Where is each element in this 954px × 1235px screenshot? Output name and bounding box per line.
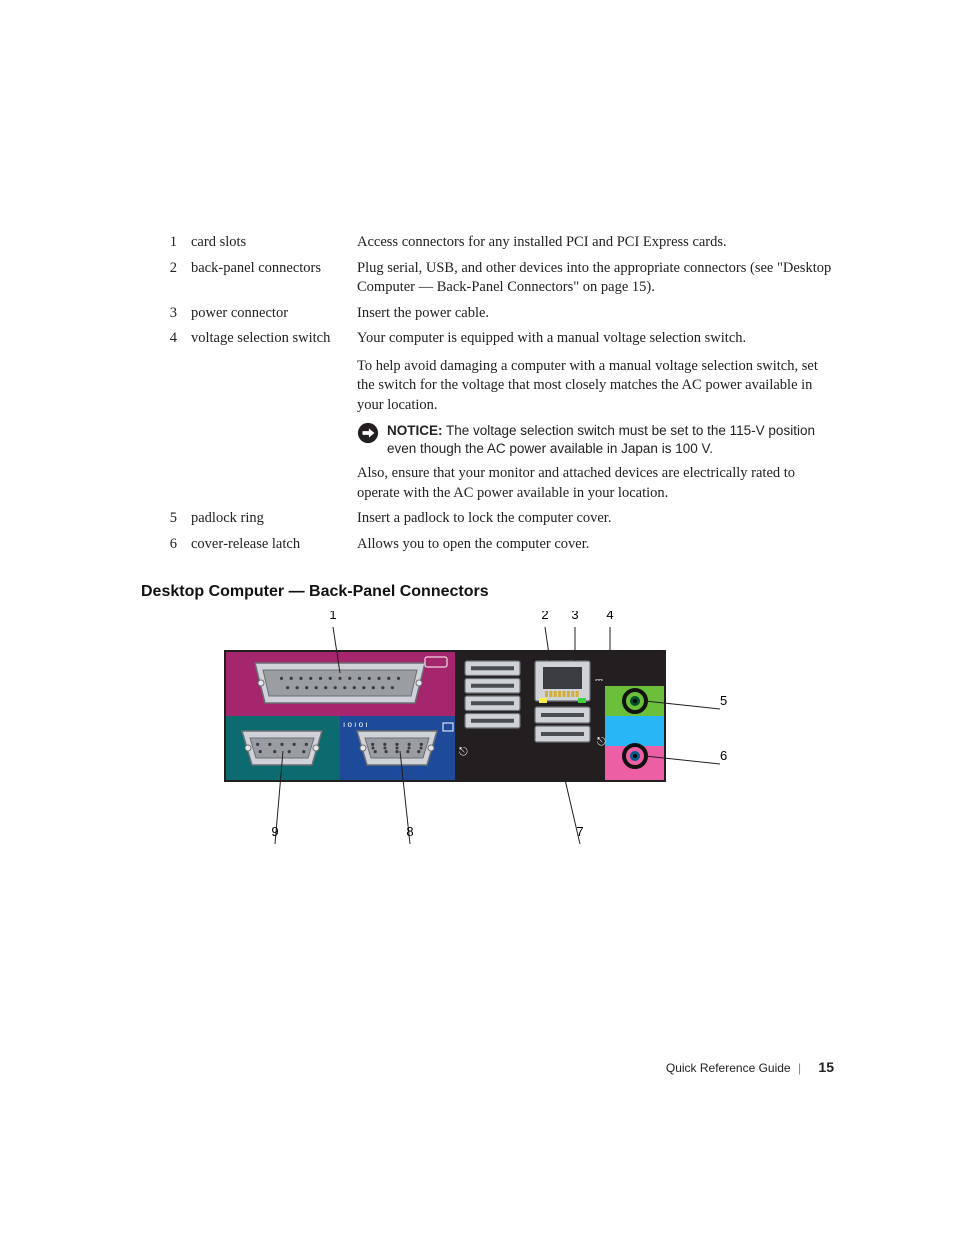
svg-text:⎋: ⎋ [459,746,468,758]
svg-text:ı o ı o ı: ı o ı o ı [343,720,367,729]
row-term: voltage selection switch [191,326,357,506]
row-term: card slots [191,230,357,256]
table-row: 6cover‑release latchAllows you to open t… [155,532,844,558]
table-row: 1card slotsAccess connectors for any ins… [155,230,844,256]
back-panel-diagram: ı o ı o ı ⎋ ⎋ ⎓ 1 2 3 4 5 6 7 8 9 [215,611,735,856]
table-row: 3power connectorInsert the power cable. [155,301,844,327]
row-description: Plug serial, USB, and other devices into… [357,256,844,301]
notice: NOTICE: The voltage selection switch mus… [357,422,838,458]
svg-text:2: 2 [541,611,548,622]
row-term: back‑panel connectors [191,256,357,301]
svg-text:3: 3 [571,611,578,622]
svg-text:⎋: ⎋ [597,736,606,748]
row-description: Insert the power cable. [357,301,844,327]
svg-text:7: 7 [576,824,583,839]
page-footer: Quick Reference Guide | 15 [666,1059,834,1075]
footer-separator: | [798,1061,801,1075]
row-number: 3 [155,301,191,327]
notice-arrow-icon [357,422,379,444]
svg-text:9: 9 [271,824,278,839]
svg-text:6: 6 [720,748,727,763]
row-description: Allows you to open the computer cover. [357,532,844,558]
row-number: 4 [155,326,191,506]
page-number: 15 [818,1059,834,1075]
row-number: 1 [155,230,191,256]
row-term: padlock ring [191,506,357,532]
svg-text:8: 8 [406,824,413,839]
section-heading: Desktop Computer — Back‑Panel Connectors [141,583,844,601]
row-description: Access connectors for any installed PCI … [357,230,844,256]
row-number: 6 [155,532,191,558]
notice-text: NOTICE: The voltage selection switch mus… [387,422,838,458]
row-term: cover‑release latch [191,532,357,558]
table-row: 2back‑panel connectorsPlug serial, USB, … [155,256,844,301]
row-description: Your computer is equipped with a manual … [357,326,844,506]
svg-text:1: 1 [329,611,336,622]
row-number: 2 [155,256,191,301]
document-page: 1card slotsAccess connectors for any ins… [0,0,954,1235]
table-row: 4voltage selection switchYour computer i… [155,326,844,506]
svg-text:5: 5 [720,693,727,708]
row-description: Insert a padlock to lock the computer co… [357,506,844,532]
table-row: 5padlock ringInsert a padlock to lock th… [155,506,844,532]
row-number: 5 [155,506,191,532]
row-term: power connector [191,301,357,327]
definitions-table: 1card slotsAccess connectors for any ins… [155,230,844,557]
svg-text:4: 4 [606,611,613,622]
svg-text:⎓: ⎓ [595,675,603,686]
footer-title: Quick Reference Guide [666,1061,791,1075]
